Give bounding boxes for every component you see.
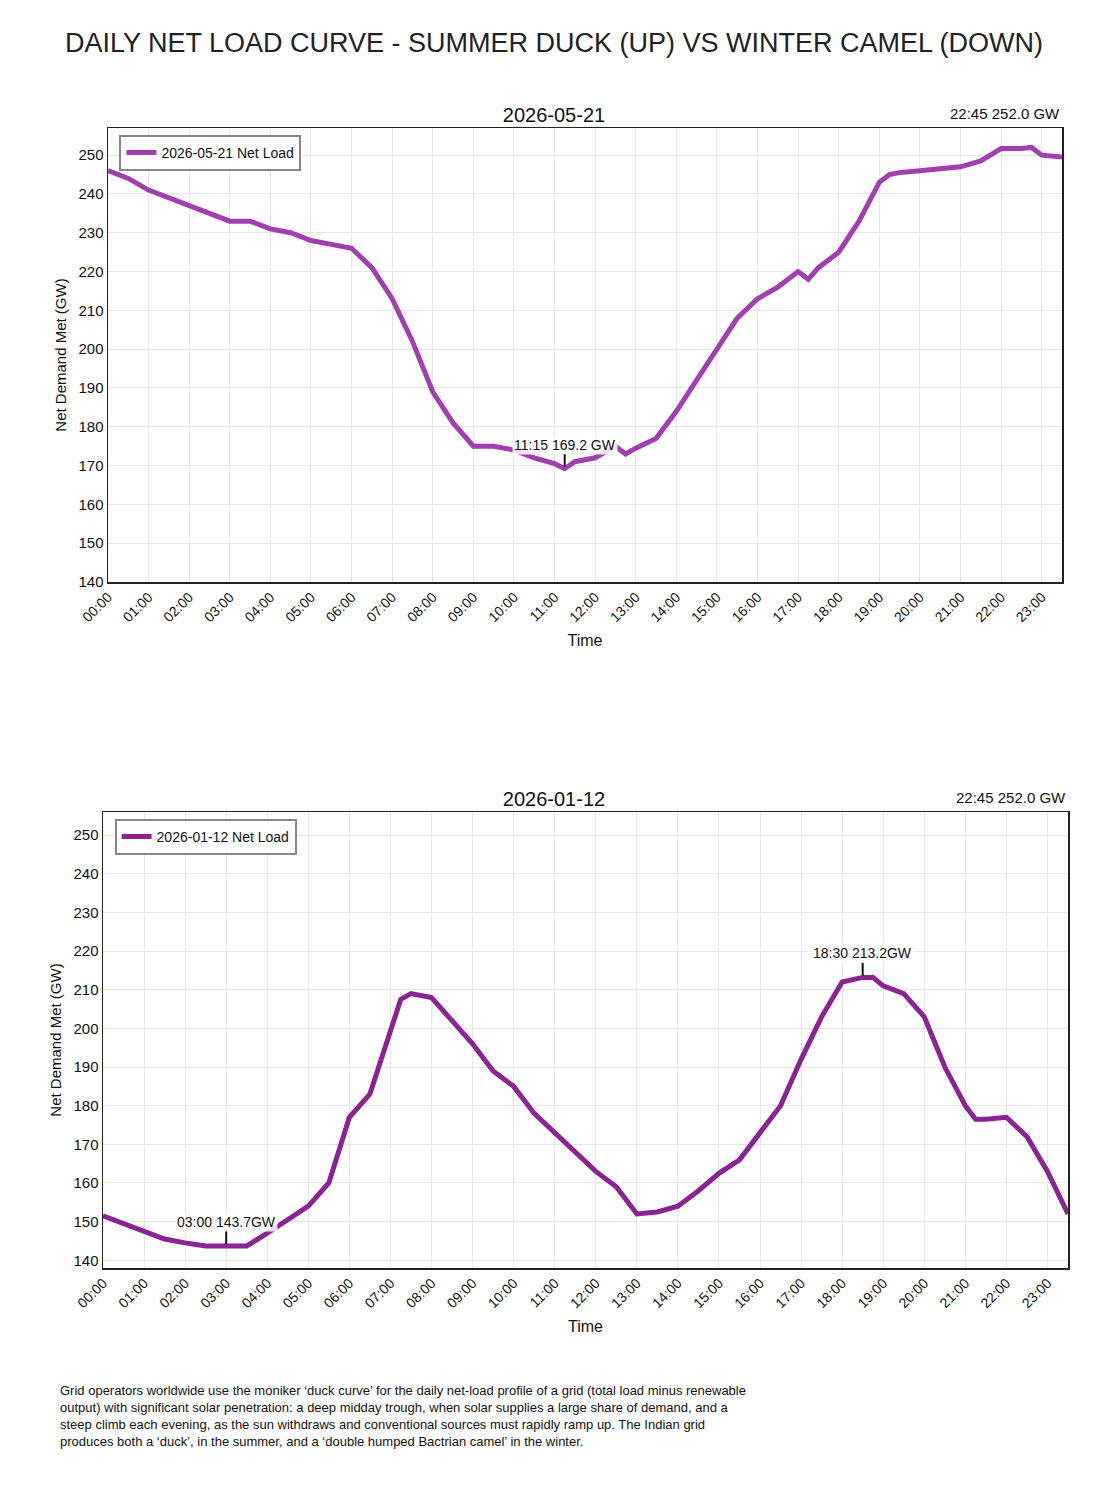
svg-text:11:00: 11:00: [526, 589, 562, 625]
svg-text:16:00: 16:00: [731, 1275, 767, 1311]
svg-text:23:00: 23:00: [1013, 589, 1049, 625]
svg-text:10:00: 10:00: [485, 589, 521, 625]
svg-text:2026-05-21 Net Load: 2026-05-21 Net Load: [161, 145, 293, 161]
svg-text:220: 220: [78, 263, 103, 280]
svg-text:20:00: 20:00: [891, 589, 927, 625]
svg-text:180: 180: [73, 1097, 98, 1114]
svg-text:Net Demand Met (GW): Net Demand Met (GW): [52, 278, 69, 431]
svg-text:01:00: 01:00: [120, 589, 156, 625]
svg-text:05:00: 05:00: [279, 1275, 315, 1311]
svg-text:09:00: 09:00: [444, 1275, 480, 1311]
svg-text:210: 210: [78, 302, 103, 319]
svg-text:08:00: 08:00: [402, 1275, 438, 1311]
html-text:DAILY NET LOAD CURVE - SUMMER: DAILY NET LOAD CURVE - SUMMER DUCK (UP) …: [65, 28, 1043, 58]
svg-text:03:00 143.7GW: 03:00 143.7GW: [177, 1214, 276, 1230]
svg-text:20:00: 20:00: [895, 1275, 931, 1311]
svg-text:2026-01-12: 2026-01-12: [503, 788, 605, 810]
svg-text:2026-05-21: 2026-05-21: [503, 104, 605, 126]
svg-text:230: 230: [78, 224, 103, 241]
svg-text:15:00: 15:00: [690, 1275, 726, 1311]
svg-text:160: 160: [73, 1174, 98, 1191]
svg-text:14:00: 14:00: [647, 589, 683, 625]
svg-text:19:00: 19:00: [850, 589, 886, 625]
svg-text:200: 200: [73, 1020, 98, 1037]
svg-text:170: 170: [78, 457, 103, 474]
svg-text:140: 140: [78, 573, 103, 590]
svg-text:220: 220: [73, 942, 98, 959]
svg-text:10:00: 10:00: [485, 1275, 521, 1311]
svg-text:02:00: 02:00: [160, 589, 196, 625]
svg-text:03:00: 03:00: [197, 1275, 233, 1311]
svg-text:04:00: 04:00: [238, 1275, 274, 1311]
svg-text:Net Demand Met (GW): Net Demand Met (GW): [47, 963, 64, 1116]
svg-text:00:00: 00:00: [79, 589, 115, 625]
svg-text:22:45 252.0 GW: 22:45 252.0 GW: [950, 105, 1060, 122]
svg-text:13:00: 13:00: [608, 1275, 644, 1311]
svg-text:15:00: 15:00: [688, 589, 724, 625]
svg-text:02:00: 02:00: [156, 1275, 192, 1311]
svg-text:07:00: 07:00: [363, 589, 399, 625]
svg-text:18:00: 18:00: [813, 1275, 849, 1311]
svg-text:150: 150: [73, 1213, 98, 1230]
svg-text:07:00: 07:00: [361, 1275, 397, 1311]
svg-text:23:00: 23:00: [1018, 1275, 1054, 1311]
svg-text:12:00: 12:00: [567, 1275, 603, 1311]
svg-text:22:00: 22:00: [977, 1275, 1013, 1311]
svg-text:160: 160: [78, 496, 103, 513]
svg-text:250: 250: [78, 146, 103, 163]
svg-text:2026-01-12 Net Load: 2026-01-12 Net Load: [157, 829, 289, 845]
svg-text:13:00: 13:00: [607, 589, 643, 625]
svg-text:11:00: 11:00: [526, 1275, 562, 1311]
svg-text:250: 250: [73, 826, 98, 843]
svg-text:18:30 213.2GW: 18:30 213.2GW: [813, 945, 912, 961]
svg-text:150: 150: [78, 534, 103, 551]
svg-text:00:00: 00:00: [74, 1275, 110, 1311]
svg-text:22:00: 22:00: [972, 589, 1008, 625]
svg-text:240: 240: [78, 185, 103, 202]
svg-text:06:00: 06:00: [323, 589, 359, 625]
svg-text:230: 230: [73, 904, 98, 921]
svg-text:21:00: 21:00: [931, 589, 967, 625]
svg-text:06:00: 06:00: [320, 1275, 356, 1311]
svg-text:140: 140: [73, 1252, 98, 1269]
svg-text:18:00: 18:00: [810, 589, 846, 625]
svg-text:170: 170: [73, 1136, 98, 1153]
svg-text:14:00: 14:00: [649, 1275, 685, 1311]
svg-text:240: 240: [73, 865, 98, 882]
svg-text:19:00: 19:00: [854, 1275, 890, 1311]
svg-text:05:00: 05:00: [282, 589, 318, 625]
html-text:Grid operators worldwide use t: Grid operators worldwide use the moniker…: [60, 1383, 746, 1449]
svg-text:12:00: 12:00: [566, 589, 602, 625]
svg-text:08:00: 08:00: [404, 589, 440, 625]
svg-text:190: 190: [78, 379, 103, 396]
svg-text:04:00: 04:00: [241, 589, 277, 625]
svg-text:210: 210: [73, 981, 98, 998]
svg-text:21:00: 21:00: [936, 1275, 972, 1311]
svg-text:01:00: 01:00: [115, 1275, 151, 1311]
svg-text:Time: Time: [568, 632, 603, 649]
svg-text:17:00: 17:00: [769, 589, 805, 625]
svg-text:17:00: 17:00: [772, 1275, 808, 1311]
svg-text:22:45 252.0 GW: 22:45 252.0 GW: [956, 789, 1066, 806]
svg-text:16:00: 16:00: [729, 589, 765, 625]
svg-text:03:00: 03:00: [201, 589, 237, 625]
svg-text:200: 200: [78, 340, 103, 357]
svg-text:09:00: 09:00: [444, 589, 480, 625]
svg-text:11:15 169.2 GW: 11:15 169.2 GW: [514, 437, 616, 453]
svg-text:180: 180: [78, 418, 103, 435]
svg-text:190: 190: [73, 1058, 98, 1075]
svg-text:Time: Time: [568, 1318, 603, 1335]
